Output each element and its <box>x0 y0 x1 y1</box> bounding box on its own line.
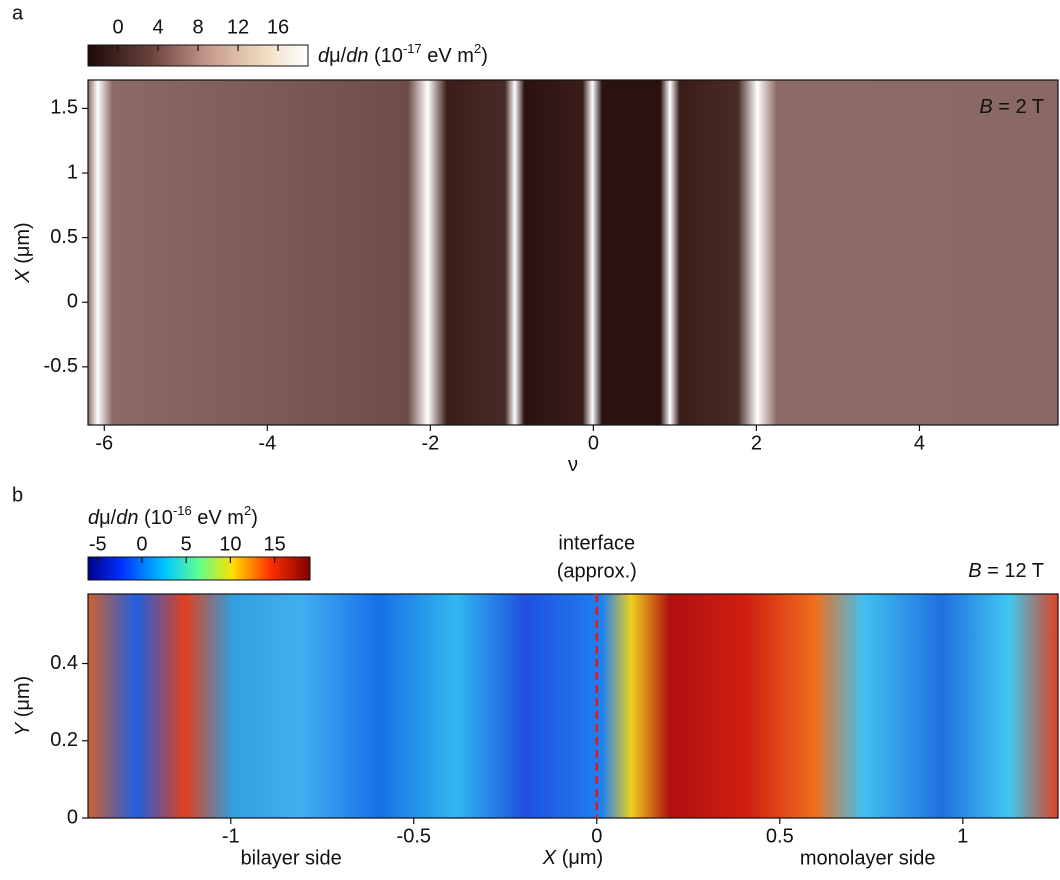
field-label-part: B <box>979 96 992 118</box>
field-label: B = 2 T <box>979 96 1044 118</box>
colorbar-tick-label: 4 <box>152 16 163 38</box>
colorbar-label-part: dn <box>116 507 138 529</box>
x-tick-label: 2 <box>751 432 762 454</box>
colorbar-label-part: (10 <box>138 507 172 529</box>
y-axis-label-part: Y <box>12 721 34 736</box>
colorbar-label-part: -16 <box>173 503 192 518</box>
colorbar-tick-label: -5 <box>89 533 107 555</box>
colorbar-label-part: ) <box>481 45 488 67</box>
y-axis-label: Y (μm) <box>12 676 34 736</box>
colorbar-tick-label: 0 <box>112 16 123 38</box>
colorbar-label-part: ) <box>251 507 258 529</box>
y-axis-label-part: (μm) <box>12 222 34 269</box>
y-tick-label: -0.5 <box>44 355 78 377</box>
colorbar-label: dμ/dn (10-16 eV m2) <box>88 503 258 529</box>
x-tick-label: 4 <box>914 432 925 454</box>
colorbar-label-part: μ/ <box>99 507 117 529</box>
colorbar-tick-label: 15 <box>263 533 285 555</box>
panel-label: a <box>12 2 24 24</box>
x-axis-label-part: X <box>542 847 557 869</box>
x-tick-label: -0.5 <box>397 825 431 847</box>
x-tick-label: -1 <box>222 825 240 847</box>
left-side-label: bilayer side <box>241 847 342 869</box>
y-axis-label-part: (μm) <box>12 676 34 723</box>
colorbar-label-part: d <box>88 507 100 529</box>
x-tick-label: -2 <box>421 432 439 454</box>
x-axis-label: ν <box>568 454 578 476</box>
colorbar-label-part: d <box>318 45 330 67</box>
interface-label: (approx.) <box>557 560 637 582</box>
y-tick-label: 0 <box>67 291 78 313</box>
colorbar-tick-label: 0 <box>136 533 147 555</box>
colorbar-label-part: eV m <box>422 45 474 67</box>
interface-label: interface <box>558 532 635 554</box>
y-tick-label: 1.5 <box>50 97 78 119</box>
heatmap-image <box>88 80 1058 425</box>
y-tick-label: 1 <box>67 161 78 183</box>
y-axis-label-part: X <box>12 269 34 284</box>
colorbar-label-part: μ/ <box>329 45 347 67</box>
colorbar-label-part: (10 <box>368 45 402 67</box>
x-tick-label: 0 <box>588 432 599 454</box>
colorbar-tick-label: 12 <box>227 16 249 38</box>
colorbar-label-part: 2 <box>244 503 251 518</box>
colorbar-tick-label: 5 <box>181 533 192 555</box>
colorbar-label-part: dn <box>346 45 368 67</box>
heatmap-image <box>88 594 1058 818</box>
plot-frame <box>87 79 1059 426</box>
x-axis-label-part: (μm) <box>556 847 603 869</box>
x-tick-label: 0 <box>591 825 602 847</box>
field-label-part: = 2 T <box>993 96 1044 118</box>
y-tick-label: 0.5 <box>50 226 78 248</box>
colorbar-tick-label: 10 <box>219 533 241 555</box>
y-tick-label: 0.2 <box>50 729 78 751</box>
x-axis-label-part: ν <box>568 454 578 476</box>
x-tick-label: -6 <box>95 432 113 454</box>
field-label-part: B <box>968 560 981 582</box>
plot-frame <box>87 593 1059 819</box>
y-axis-label: X (μm) <box>12 222 34 283</box>
x-tick-label: 1 <box>957 825 968 847</box>
colorbar <box>87 556 311 581</box>
panel-label: b <box>12 484 23 506</box>
colorbar-label: dμ/dn (10-17 eV m2) <box>318 41 488 67</box>
field-label: B = 12 T <box>968 560 1044 582</box>
colorbar-label-part: eV m <box>192 507 244 529</box>
colorbar-tick-label: 8 <box>192 16 203 38</box>
x-tick-label: -4 <box>258 432 276 454</box>
x-axis-label: X (μm) <box>542 847 603 869</box>
colorbar-label-part: 2 <box>474 41 481 56</box>
y-tick-label: 0 <box>67 806 78 828</box>
y-tick-label: 0.4 <box>50 652 78 674</box>
field-label-part: = 12 T <box>982 560 1044 582</box>
right-side-label: monolayer side <box>800 847 936 869</box>
x-tick-label: 0.5 <box>766 825 794 847</box>
colorbar-label-part: -17 <box>403 41 422 56</box>
colorbar-tick-label: 16 <box>267 16 289 38</box>
